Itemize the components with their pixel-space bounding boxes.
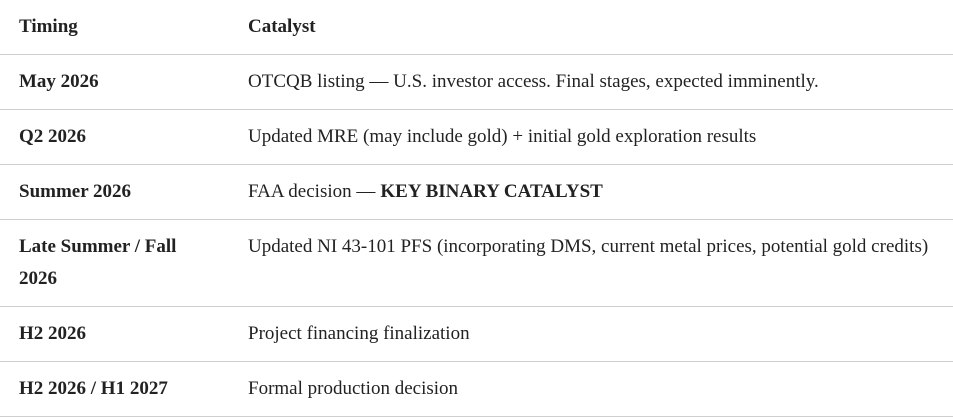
catalyst-cell: OTCQB listing — U.S. investor access. Fi… <box>248 54 953 110</box>
catalyst-cell: FAA decision — KEY BINARY CATALYST <box>248 164 953 220</box>
timing-cell: Late Summer / Fall 2026 <box>0 219 248 307</box>
timing-cell: H2 2026 <box>0 306 248 362</box>
timing-cell: May 2026 <box>0 54 248 110</box>
catalyst-text: FAA decision — <box>248 181 376 202</box>
table-row: Summer 2026 FAA decision — KEY BINARY CATA… <box>0 164 953 220</box>
header-cell: Timing <box>0 0 248 55</box>
catalyst-emphasis: KEY BINARY CATALYST <box>380 181 603 202</box>
catalyst-cell: Formal production decision <box>248 361 953 417</box>
table-body: May 2026 OTCQB listing — U.S. investor ac… <box>0 54 953 417</box>
table-row: May 2026 OTCQB listing — U.S. investor ac… <box>0 54 953 110</box>
catalyst-cell: Updated NI 43-101 PFS (incorporating DMS… <box>248 219 953 307</box>
timing-cell: Summer 2026 <box>0 164 248 220</box>
timing-text: Q2 2026 <box>19 126 87 147</box>
table-row: H2 2026 Project financing finalization <box>0 306 953 362</box>
timing-text: Late Summer / Fall 2026 <box>19 236 177 289</box>
timing-text: May 2026 <box>19 71 99 92</box>
timing-text: H2 2026 <box>19 323 87 344</box>
timing-cell: Q2 2026 <box>0 109 248 165</box>
table-row: Late Summer / Fall 2026 Updated NI 43-101… <box>0 219 953 307</box>
catalyst-cell: Project financing finalization <box>248 306 953 362</box>
timing-text: Summer 2026 <box>19 181 132 202</box>
table-row: Q2 2026 Updated MRE (may include gold) + … <box>0 109 953 165</box>
header-cell: Catalyst <box>248 0 953 55</box>
timing-cell: H2 2026 / H1 2027 <box>0 361 248 417</box>
table-row: H2 2026 / H1 2027 Formal production decis… <box>0 361 953 417</box>
header-row: Timing Catalyst <box>0 0 953 55</box>
timing-text: H2 2026 / H1 2027 <box>19 378 168 399</box>
catalyst-cell: Updated MRE (may include gold) + initial… <box>248 109 953 165</box>
